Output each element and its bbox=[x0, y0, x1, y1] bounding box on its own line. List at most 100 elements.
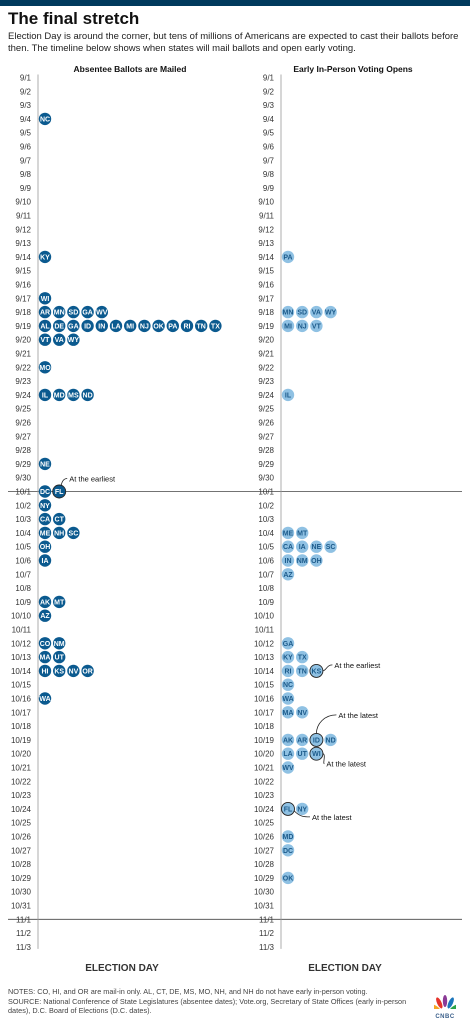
tick-label: 9/26 bbox=[15, 419, 31, 428]
state-label: NY bbox=[297, 806, 307, 813]
state-dot-dc bbox=[38, 485, 52, 498]
tick-label: 10/8 bbox=[258, 584, 274, 593]
state-label: NV bbox=[69, 668, 79, 675]
state-dot-va bbox=[53, 333, 66, 346]
state-label: TN bbox=[197, 323, 206, 330]
tick-label: 10/1 bbox=[258, 488, 274, 497]
state-label: MD bbox=[283, 834, 294, 841]
panel-title: Early In-Person Voting Opens bbox=[293, 64, 413, 74]
state-label: WI bbox=[41, 296, 50, 303]
state-dot-fl bbox=[53, 485, 66, 498]
tick-label: 9/12 bbox=[258, 225, 274, 234]
state-dot-fl bbox=[281, 802, 295, 816]
logo-text: CNBC bbox=[435, 1014, 455, 1020]
state-label: CT bbox=[55, 517, 65, 524]
state-label: MI bbox=[126, 323, 134, 330]
annotation-ring bbox=[52, 484, 67, 499]
top-accent-bar bbox=[0, 0, 470, 6]
state-label: GA bbox=[283, 641, 294, 648]
tick-label: 9/16 bbox=[258, 281, 274, 290]
tick-label: 10/20 bbox=[11, 750, 32, 759]
tick-label: 10/13 bbox=[11, 653, 32, 662]
annotation-text: At the latest bbox=[338, 711, 379, 720]
tick-label: 9/7 bbox=[20, 156, 32, 165]
tick-label: 10/31 bbox=[254, 902, 275, 911]
state-dot-il bbox=[38, 388, 52, 402]
tick-label: 9/3 bbox=[20, 101, 32, 110]
state-dot-oh bbox=[38, 540, 52, 553]
tick-label: 10/18 bbox=[11, 722, 32, 731]
state-dot-ut bbox=[53, 650, 66, 664]
state-label: AK bbox=[283, 737, 293, 744]
state-label: NE bbox=[312, 544, 322, 551]
state-dot-co bbox=[38, 637, 52, 650]
state-label: PA bbox=[283, 254, 292, 261]
tick-label: 11/3 bbox=[259, 943, 275, 952]
state-dot-ak bbox=[38, 595, 52, 609]
state-dot-nc bbox=[38, 112, 52, 126]
peacock-icon bbox=[431, 995, 459, 1013]
tick-label: 10/23 bbox=[254, 791, 275, 800]
state-dot-ia bbox=[38, 554, 52, 567]
tick-label: 10/8 bbox=[15, 584, 31, 593]
state-label: DE bbox=[54, 323, 64, 330]
annotation-leader bbox=[322, 664, 333, 672]
state-label: NV bbox=[297, 710, 307, 717]
state-label: MS bbox=[68, 392, 79, 399]
tick-label: 10/22 bbox=[254, 777, 275, 786]
state-dot-nm bbox=[53, 637, 66, 650]
tick-label: 9/3 bbox=[263, 101, 275, 110]
state-label: VT bbox=[312, 323, 322, 330]
chart-title: The final stretch bbox=[8, 9, 140, 28]
state-dot-la bbox=[109, 319, 123, 333]
state-dot-hi bbox=[38, 664, 52, 678]
state-label: NC bbox=[283, 682, 293, 689]
state-dot-wi bbox=[310, 747, 323, 760]
state-dot-ok bbox=[152, 319, 165, 333]
state-dot-wa bbox=[38, 692, 52, 705]
tick-label: 9/6 bbox=[263, 143, 275, 152]
state-label: AZ bbox=[40, 613, 50, 620]
state-dot-de bbox=[53, 319, 66, 333]
state-label: NJ bbox=[298, 323, 307, 330]
state-dot-ok bbox=[281, 871, 295, 885]
state-label: HI bbox=[42, 668, 49, 675]
state-label: ND bbox=[326, 737, 336, 744]
tick-label: 10/10 bbox=[11, 612, 32, 621]
tick-label: 9/23 bbox=[258, 377, 274, 386]
state-label: ME bbox=[40, 530, 51, 537]
annotation-leader bbox=[293, 810, 311, 818]
state-label: OR bbox=[82, 668, 93, 675]
tick-label: 9/14 bbox=[15, 253, 31, 262]
tick-label: 9/19 bbox=[258, 322, 274, 331]
state-dot-nd bbox=[81, 388, 94, 402]
tick-label: 10/28 bbox=[254, 860, 275, 869]
state-label: TN bbox=[298, 668, 307, 675]
state-label: TX bbox=[211, 323, 220, 330]
state-label: AR bbox=[40, 310, 50, 317]
annotation-ring bbox=[281, 801, 295, 816]
state-label: WI bbox=[312, 751, 321, 758]
state-label: VA bbox=[312, 310, 321, 317]
state-label: MT bbox=[54, 599, 65, 606]
tick-label: 9/8 bbox=[263, 170, 275, 179]
tick-label: 9/2 bbox=[20, 87, 32, 96]
state-dot-az bbox=[38, 609, 52, 622]
state-label: KS bbox=[54, 668, 64, 675]
state-dot-ny bbox=[38, 499, 52, 512]
tick-label: 10/16 bbox=[254, 695, 275, 704]
tick-label: 9/24 bbox=[15, 391, 31, 400]
panel-title: Absentee Ballots are Mailed bbox=[74, 64, 187, 74]
state-label: MA bbox=[40, 655, 51, 662]
tick-label: 10/4 bbox=[258, 529, 274, 538]
tick-label: 10/12 bbox=[254, 639, 275, 648]
state-dot-ma bbox=[38, 650, 52, 664]
state-dot-or bbox=[81, 664, 94, 678]
tick-label: 10/21 bbox=[11, 764, 32, 773]
state-dot-id bbox=[81, 319, 94, 333]
state-label: SD bbox=[297, 310, 307, 317]
tick-label: 9/28 bbox=[15, 446, 31, 455]
tick-label: 9/9 bbox=[20, 184, 32, 193]
tick-label: 9/1 bbox=[20, 74, 32, 83]
annotation-text: At the earliest bbox=[334, 661, 381, 670]
